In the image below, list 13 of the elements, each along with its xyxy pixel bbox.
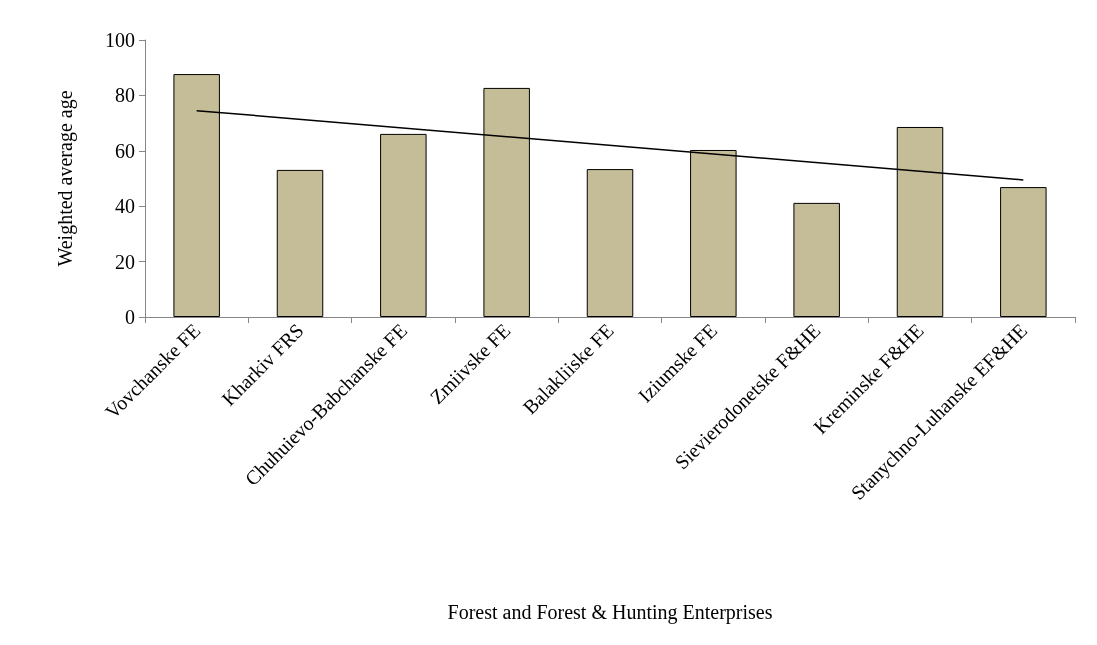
y-tick-label: 80: [115, 84, 135, 107]
y-tick-label: 100: [105, 29, 135, 51]
y-tick-label: 40: [115, 195, 135, 218]
bar: [586, 169, 634, 317]
y-axis-title: Weighted average age: [54, 90, 77, 267]
y-tick-label: 60: [115, 139, 135, 162]
bar: [1000, 187, 1047, 317]
y-tick-label: 20: [115, 250, 135, 273]
bar: [793, 202, 840, 317]
x-axis-title: Forest and Forest & Hunting Enterprises: [447, 601, 773, 624]
y-tick-label: 0: [125, 306, 135, 328]
bar: [380, 133, 427, 317]
bar: [276, 169, 324, 317]
